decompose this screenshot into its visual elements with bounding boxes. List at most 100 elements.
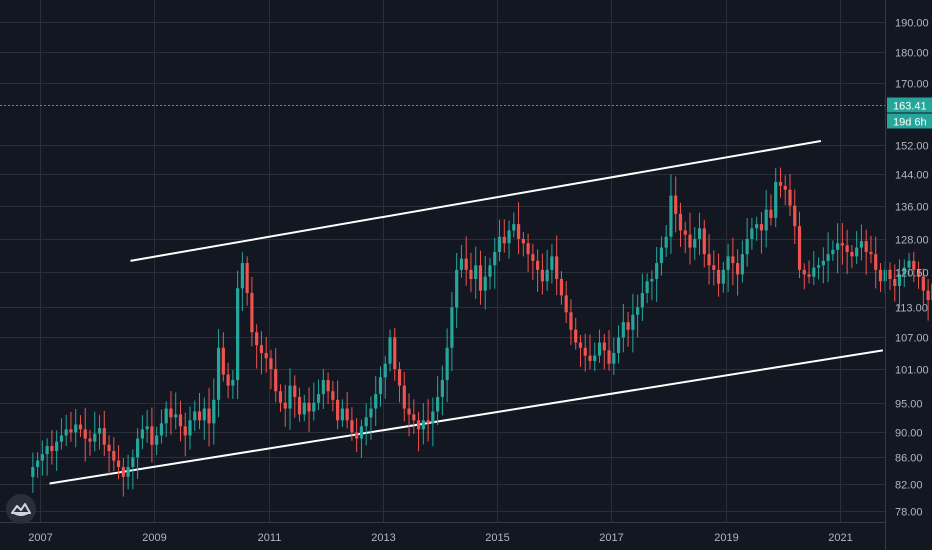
candle-body [355, 432, 359, 439]
candle-body [545, 269, 549, 282]
candle-body [564, 295, 568, 313]
candle-body [397, 369, 402, 386]
candle-body [569, 312, 573, 330]
candle-body [640, 293, 644, 308]
candle-body [193, 411, 197, 421]
candle-body [302, 402, 306, 415]
time-axis[interactable]: 2007 2009 2011 2013 2015 2017 2019 2021 [28, 532, 852, 544]
time-tick-label: 2017 [599, 532, 623, 544]
time-tick-label: 2009 [142, 532, 166, 544]
candle-body [226, 374, 230, 386]
candle-body [655, 263, 659, 279]
countdown-tag [887, 113, 932, 129]
last-price-tag [887, 97, 932, 113]
candle-body [721, 269, 725, 284]
candle-body [707, 254, 711, 266]
candle-body [755, 224, 759, 229]
candle-body [521, 238, 525, 244]
channel-trendline [130, 139, 822, 262]
candle-body [150, 426, 154, 445]
candle-body [312, 402, 316, 412]
candle-body [378, 377, 383, 395]
candle-body [326, 380, 330, 392]
candle-body [102, 428, 106, 445]
candle-body [107, 444, 111, 452]
price-tick-label: 101.00 [895, 365, 929, 377]
candle-body [531, 254, 535, 261]
candle-body [269, 358, 273, 370]
price-tick-label: 120.50 [895, 268, 929, 280]
candle-body [702, 228, 706, 255]
candle-body [526, 243, 530, 255]
candle-body [50, 445, 54, 452]
candle-body [469, 269, 473, 279]
candle-body [583, 347, 587, 356]
candle-body [478, 265, 483, 291]
candle-body [250, 293, 254, 333]
candle-body [740, 254, 744, 275]
candle-body [40, 454, 44, 461]
candle-body [578, 342, 583, 348]
candle-body [664, 236, 668, 248]
candle-body [540, 269, 544, 282]
price-tick-label: 190.00 [895, 18, 929, 30]
candle-body [926, 290, 930, 301]
candle-body [897, 274, 902, 286]
candle-body [612, 352, 616, 364]
price-tick-label: 128.00 [895, 235, 929, 247]
candle-body [788, 189, 792, 206]
candle-body [712, 265, 716, 270]
price-axis[interactable]: 190.00 180.00 170.00 152.00 144.00 136.00 128.… [895, 18, 929, 519]
price-tick-label: 152.00 [895, 141, 929, 153]
candle-body [483, 276, 487, 291]
candle-body [288, 385, 292, 409]
candle-body [621, 322, 625, 338]
channel-trendline [49, 349, 884, 485]
candle-body [674, 195, 678, 214]
candle-body [902, 267, 906, 275]
candle-body [836, 243, 840, 250]
candle-body [593, 355, 597, 361]
candle-body [536, 260, 540, 270]
candle-body [188, 420, 192, 436]
time-tick-label: 2013 [371, 532, 395, 544]
candle-body [216, 347, 221, 400]
price-tick-label: 86.00 [895, 453, 923, 465]
candle-body [383, 363, 387, 378]
candle-body [616, 337, 621, 353]
tradingview-logo-icon[interactable] [6, 494, 36, 524]
logo-glyph-icon [11, 503, 31, 516]
candle-body [736, 263, 740, 275]
candle-body [812, 267, 816, 277]
candle-body [474, 265, 478, 279]
price-tick-label: 78.00 [895, 507, 923, 519]
candle-body [574, 329, 578, 343]
chart-grid [0, 0, 885, 522]
candle-body [307, 402, 311, 412]
candle-body [202, 408, 206, 421]
candle-body [55, 441, 59, 452]
price-tick-label: 95.00 [895, 399, 923, 411]
candlestick-series [31, 167, 932, 497]
candle-body [502, 236, 506, 244]
candle-body [816, 265, 821, 268]
candle-body [36, 460, 40, 468]
candle-body [916, 269, 921, 277]
candle-body [221, 347, 225, 375]
candle-body [245, 263, 249, 294]
candle-body [426, 420, 430, 424]
candle-body [440, 380, 444, 397]
candle-body [864, 241, 868, 252]
price-tick-label: 144.00 [895, 170, 929, 182]
candle-body [597, 342, 602, 356]
candle-body [431, 411, 435, 424]
candle-body [688, 234, 692, 248]
candle-body [321, 380, 325, 395]
candle-body [169, 408, 173, 418]
candle-body [116, 460, 121, 468]
candle-body [155, 435, 159, 445]
candle-body [93, 433, 97, 442]
candle-body [807, 274, 811, 277]
price-tick-label: 90.00 [895, 428, 923, 440]
